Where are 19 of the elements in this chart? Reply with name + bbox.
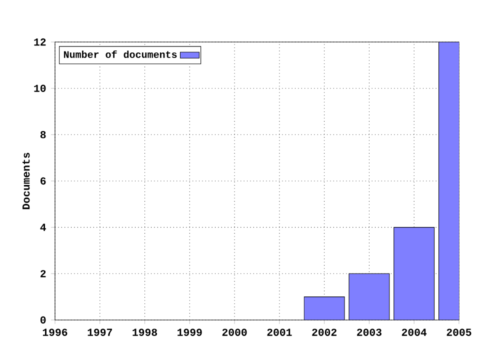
x-tick-label: 1996 — [42, 328, 68, 336]
legend-label: Number of documents — [64, 50, 177, 58]
y-tick-label: 12 — [34, 38, 46, 46]
x-tick-label: 2003 — [357, 328, 382, 336]
y-tick-label: 2 — [40, 270, 46, 278]
y-tick-label: 10 — [34, 84, 46, 92]
x-tick-label: 1998 — [132, 328, 158, 336]
x-tick-label: 2004 — [402, 328, 427, 336]
y-tick-label: 4 — [40, 224, 46, 231]
x-tick-label: 2000 — [222, 328, 247, 336]
x-tick-label: 1999 — [178, 328, 202, 336]
x-tick-label: 1997 — [88, 328, 112, 336]
x-tick-label: 2001 — [267, 328, 292, 336]
x-tick-label: 2002 — [312, 328, 336, 336]
x-tick-label: 2005 — [446, 328, 472, 336]
y-tick-label: 8 — [40, 131, 46, 138]
y-tick-label: 0 — [40, 316, 46, 324]
y-tick-label: 6 — [40, 177, 46, 185]
y-axis-title: Documents — [22, 152, 30, 210]
